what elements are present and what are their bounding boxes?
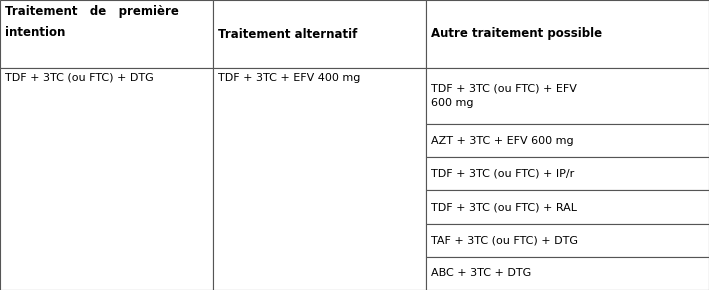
Bar (426, 257, 709, 290)
Bar (426, 0, 709, 68)
Bar (426, 124, 709, 157)
Bar (213, 68, 426, 290)
Text: TDF + 3TC (ou FTC) + IP/r: TDF + 3TC (ou FTC) + IP/r (431, 169, 574, 179)
Bar (213, 0, 426, 68)
Text: ABC + 3TC + DTG: ABC + 3TC + DTG (431, 269, 531, 278)
Text: TDF + 3TC (ou FTC) + EFV
600 mg: TDF + 3TC (ou FTC) + EFV 600 mg (431, 84, 577, 108)
Bar (0, 68, 213, 290)
Bar (426, 224, 709, 257)
Text: TDF + 3TC (ou FTC) + RAL: TDF + 3TC (ou FTC) + RAL (431, 202, 577, 212)
Text: Traitement   de   première
intention: Traitement de première intention (5, 5, 179, 39)
Text: AZT + 3TC + EFV 600 mg: AZT + 3TC + EFV 600 mg (431, 136, 574, 146)
Text: TAF + 3TC (ou FTC) + DTG: TAF + 3TC (ou FTC) + DTG (431, 235, 578, 245)
Text: Autre traitement possible: Autre traitement possible (431, 28, 602, 41)
Text: Traitement alternatif: Traitement alternatif (218, 28, 357, 41)
Bar (426, 157, 709, 191)
Bar (426, 68, 709, 124)
Bar (426, 191, 709, 224)
Bar (0, 0, 213, 68)
Text: TDF + 3TC (ou FTC) + DTG: TDF + 3TC (ou FTC) + DTG (5, 73, 154, 83)
Text: TDF + 3TC + EFV 400 mg: TDF + 3TC + EFV 400 mg (218, 73, 360, 83)
